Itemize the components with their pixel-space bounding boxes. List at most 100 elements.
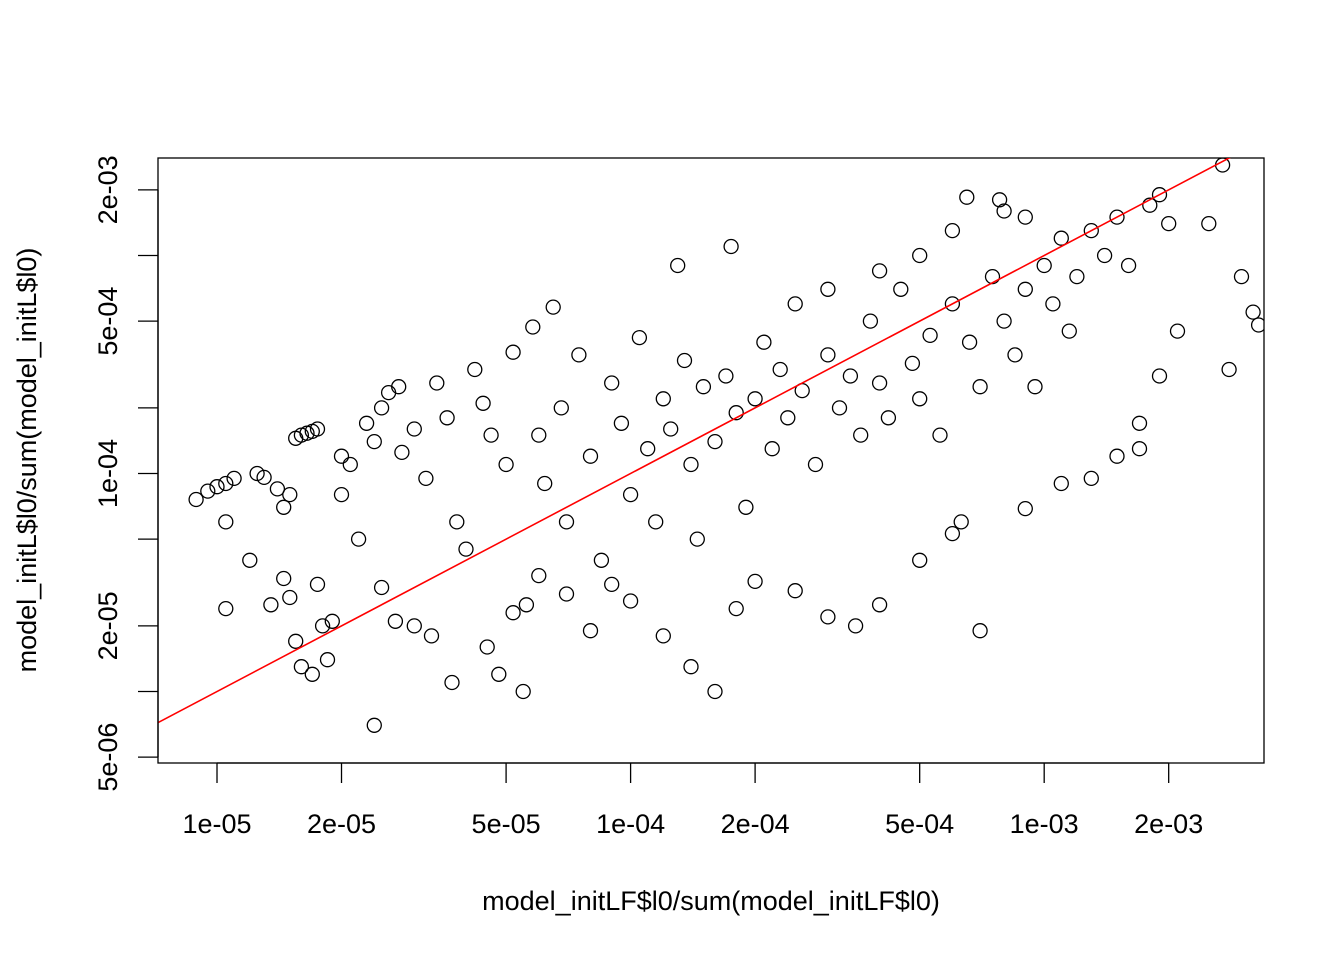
data-point	[498, 456, 514, 473]
data-point	[622, 486, 639, 503]
data-point	[853, 427, 869, 443]
data-point	[718, 368, 734, 384]
data-point	[1045, 296, 1061, 312]
data-point	[439, 410, 455, 426]
data-point	[1250, 317, 1264, 333]
data-point	[1161, 215, 1177, 232]
data-point	[1083, 222, 1099, 239]
data-point	[912, 247, 928, 264]
data-point	[282, 486, 298, 503]
data-point	[373, 400, 390, 416]
data-point	[707, 433, 723, 450]
data-point	[350, 531, 367, 547]
data-point	[582, 623, 599, 639]
reference-line	[158, 158, 1231, 724]
x-axis: 1e-05 2e-05 5e-05 1e-04 2e-04 5e-04 1e-03 2e-03	[182, 762, 1203, 839]
y-tick-label: 2e-05	[93, 591, 123, 660]
data-point	[871, 597, 888, 613]
data-point	[676, 352, 693, 369]
data-point	[1083, 470, 1099, 487]
y-tick-label: 2e-03	[93, 155, 123, 224]
data-point	[449, 514, 465, 530]
data-point	[944, 222, 961, 239]
data-point	[1036, 257, 1052, 274]
data-point	[545, 299, 561, 315]
data-point	[553, 400, 569, 416]
data-point	[847, 618, 864, 634]
data-point	[1109, 448, 1125, 464]
data-point	[518, 597, 535, 613]
data-point	[655, 628, 671, 644]
data-point	[912, 552, 928, 568]
data-point	[242, 552, 258, 568]
data-point	[256, 469, 272, 486]
data-point	[842, 368, 859, 384]
data-point	[314, 618, 331, 634]
data-point	[188, 491, 204, 508]
data-point	[387, 613, 404, 629]
data-point	[932, 427, 948, 443]
data-point	[319, 652, 336, 668]
data-point	[787, 296, 803, 312]
data-point	[756, 334, 772, 350]
data-point	[604, 576, 620, 593]
data-point	[342, 456, 358, 473]
data-point	[1053, 475, 1069, 492]
data-point	[689, 531, 705, 547]
data-point	[961, 334, 978, 350]
data-point	[200, 483, 216, 499]
data-point	[276, 570, 292, 587]
data-point	[893, 281, 909, 297]
data-point	[391, 379, 407, 395]
data-point	[944, 525, 961, 542]
data-point	[475, 395, 491, 411]
data-point	[1214, 158, 1231, 173]
data-point	[226, 470, 242, 487]
data-point	[707, 683, 723, 700]
data-point	[922, 327, 938, 344]
data-point	[1027, 379, 1043, 395]
data-point	[764, 441, 780, 457]
x-tick-label: 2e-05	[307, 809, 376, 839]
data-point	[1131, 415, 1148, 431]
data-point	[309, 421, 326, 437]
data-point	[959, 189, 975, 205]
x-tick-label: 5e-04	[885, 809, 954, 839]
x-tick-label: 1e-03	[1010, 809, 1079, 839]
data-point	[366, 717, 382, 733]
data-point	[820, 609, 836, 625]
data-point	[1017, 209, 1033, 225]
y-axis-title: model_initL$l0/sum(model_initL$l0)	[12, 248, 42, 673]
y-axis: 5e-06 2e-05 1e-04 5e-04 2e-03	[93, 155, 159, 792]
data-point	[1201, 215, 1217, 232]
data-point	[1109, 209, 1125, 225]
data-point	[772, 361, 788, 378]
data-point	[984, 268, 1001, 285]
data-point	[780, 410, 796, 426]
data-point	[1017, 281, 1033, 297]
data-point	[912, 391, 928, 407]
data-point	[288, 633, 304, 649]
data-point	[406, 421, 422, 437]
data-point	[820, 347, 836, 363]
data-point	[505, 344, 521, 360]
data-point	[880, 410, 897, 426]
x-axis-title: model_initLF$l0/sum(model_initLF$l0)	[482, 886, 940, 916]
data-point	[1017, 500, 1033, 517]
data-point	[862, 313, 879, 329]
data-point	[1096, 247, 1113, 264]
data-point	[423, 628, 440, 644]
data-point	[582, 448, 599, 464]
data-point	[1142, 197, 1158, 213]
data-point	[209, 479, 225, 495]
data-point	[871, 375, 888, 391]
data-point	[1131, 441, 1148, 457]
data-point	[479, 639, 495, 655]
data-point	[831, 400, 848, 416]
data-point	[467, 361, 483, 378]
data-point	[429, 375, 445, 391]
data-point	[505, 605, 521, 621]
data-point	[670, 257, 686, 274]
data-point	[558, 514, 575, 530]
